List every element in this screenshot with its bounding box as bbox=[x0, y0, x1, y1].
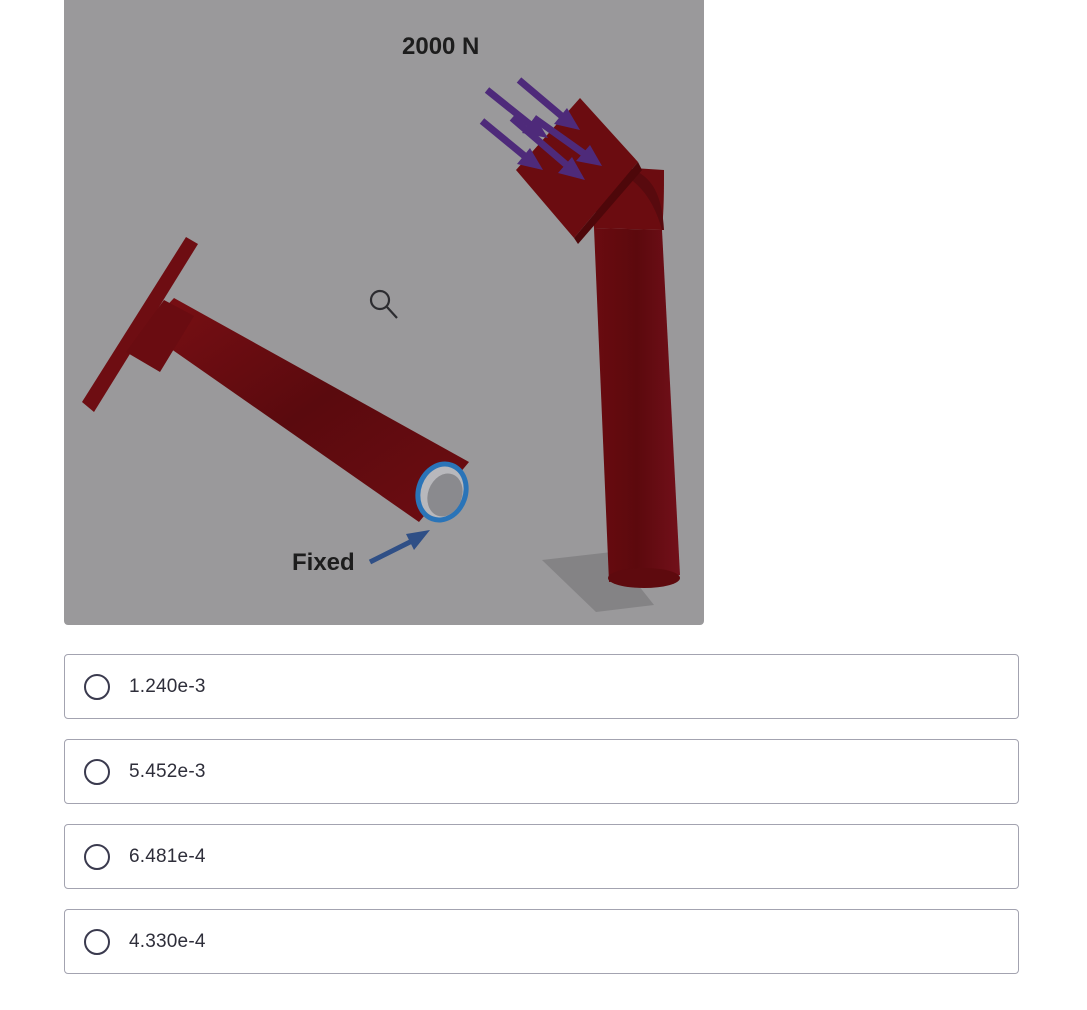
radio-button[interactable] bbox=[84, 758, 110, 785]
answer-option-label: 5.452e-3 bbox=[129, 760, 206, 782]
answer-option[interactable]: 1.240e-3 bbox=[64, 654, 1019, 719]
left-pipe-body bbox=[144, 298, 469, 522]
pipe-shadow bbox=[542, 552, 654, 612]
question-figure[interactable]: 2000 N Fixed bbox=[64, 0, 704, 625]
fixed-label: Fixed bbox=[292, 549, 355, 576]
answer-option-label: 1.240e-3 bbox=[129, 675, 206, 697]
pipe-diagram: 2000 N Fixed bbox=[82, 33, 680, 612]
answer-option-label: 6.481e-4 bbox=[129, 845, 206, 867]
magnifier-icon[interactable] bbox=[369, 289, 398, 319]
radio-button[interactable] bbox=[84, 928, 110, 955]
force-arrows bbox=[479, 77, 602, 180]
answer-option-label: 4.330e-4 bbox=[129, 930, 206, 952]
right-pipe-body bbox=[594, 228, 680, 582]
answer-option[interactable]: 4.330e-4 bbox=[64, 909, 1019, 974]
fixed-arrow bbox=[368, 530, 430, 565]
radio-button[interactable] bbox=[84, 673, 110, 700]
answer-options: 1.240e-3 5.452e-3 6.481e-4 4.330e-4 bbox=[64, 654, 1019, 994]
force-label: 2000 N bbox=[402, 33, 479, 60]
radio-button[interactable] bbox=[84, 843, 110, 870]
answer-option[interactable]: 6.481e-4 bbox=[64, 824, 1019, 889]
left-flange bbox=[82, 237, 198, 412]
answer-option[interactable]: 5.452e-3 bbox=[64, 739, 1019, 804]
